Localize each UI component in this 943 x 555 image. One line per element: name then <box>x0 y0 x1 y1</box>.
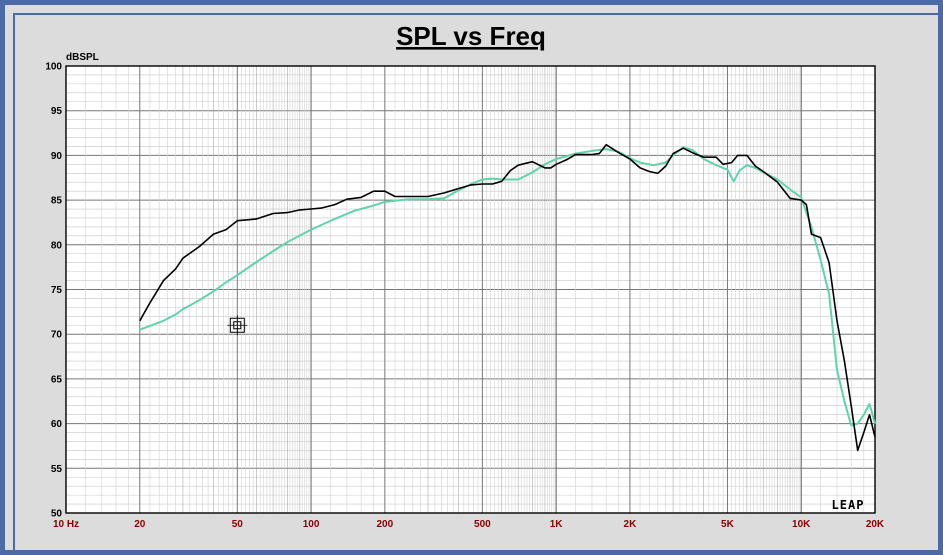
y-tick-label: 60 <box>51 419 63 430</box>
series-lines <box>139 143 876 452</box>
y-tick-label: 80 <box>51 240 63 251</box>
x-tick-label: 1K <box>550 519 564 530</box>
x-tick-label: 5K <box>721 519 735 530</box>
y-tick-label: 65 <box>51 374 63 385</box>
x-tick-label: 20K <box>866 519 885 530</box>
y-tick-label: 75 <box>51 285 63 296</box>
y-tick-label: 55 <box>51 464 63 475</box>
grid <box>65 65 876 514</box>
plot-frame <box>65 65 876 514</box>
x-tick-label: 500 <box>474 519 491 530</box>
y-tick-label: 90 <box>51 151 63 162</box>
x-tick-label: 100 <box>303 519 320 530</box>
cursor-marker <box>227 315 248 336</box>
y-tick-label: 85 <box>51 196 63 207</box>
x-tick-label: 10 Hz <box>53 519 79 530</box>
x-tick-label: 200 <box>377 519 394 530</box>
y-tick-label: 70 <box>51 330 63 341</box>
y-tick-label: 100 <box>45 62 62 73</box>
x-tick-label: 10K <box>792 519 811 530</box>
plot-border <box>65 65 876 514</box>
y-tick-labels: 100 95 90 85 80 75 70 65 60 55 50 <box>45 62 62 520</box>
series-line <box>139 143 876 452</box>
leap-logo: LEAP <box>832 498 865 512</box>
y-tick-label: 50 <box>51 509 63 520</box>
x-tick-labels: 10 Hz 20 50 100 200 500 1K 2K 5K 10K 20K <box>53 519 885 530</box>
y-axis-label: dBSPL <box>66 52 99 63</box>
x-tick-label: 50 <box>232 519 244 530</box>
chart-title: SPL vs Freq <box>396 21 546 51</box>
y-tick-label: 95 <box>51 106 63 117</box>
x-tick-label: 2K <box>624 519 638 530</box>
x-tick-label: 20 <box>134 519 146 530</box>
